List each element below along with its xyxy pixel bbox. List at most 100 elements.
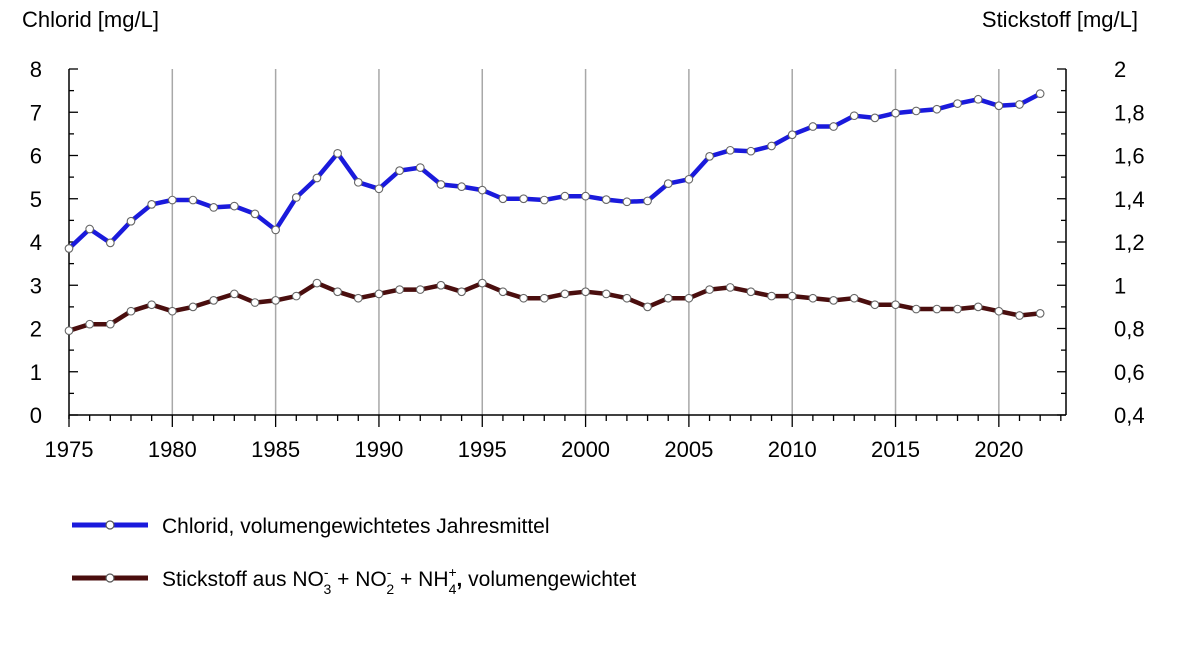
legend-text-comma: ,: [456, 568, 462, 591]
legend-sup-3: +: [448, 564, 456, 580]
legend-text-mid1: + NO: [331, 568, 386, 591]
series-0-point-2013: [849, 111, 859, 121]
legend-sup-1: -: [324, 564, 329, 580]
series-1-point-1982: [209, 296, 218, 305]
series-1-point-1976: [85, 319, 95, 329]
series-1-point-2020: [994, 306, 1004, 316]
series-0-point-1975: [64, 244, 74, 253]
series-0-point-2006: [705, 152, 714, 161]
y-right-axis-title: Stickstoff [mg/L]: [982, 7, 1138, 32]
series-0-point-2011: [808, 122, 818, 131]
y-right-tick-label-5: 1,4: [1114, 187, 1145, 212]
series-0-point-1983: [229, 201, 239, 211]
legend-marker-chlorid: [105, 520, 115, 530]
y-left-tick-label-0: 0: [30, 403, 42, 428]
y-left-tick-label-6: 6: [30, 144, 42, 169]
series-0-point-2008: [746, 146, 756, 156]
series-1-point-2010: [787, 291, 797, 301]
series-1-point-1999: [560, 289, 570, 299]
series-1-point-1990: [374, 289, 384, 299]
series-1-point-1978: [126, 306, 136, 316]
legend-text-mid2: + NH: [394, 568, 448, 591]
series-1-point-2001: [601, 289, 611, 299]
legend-sub-3: 4: [449, 581, 457, 597]
y-left-tick-label-5: 5: [30, 187, 42, 212]
legend-marker-stickstoff: [105, 573, 115, 583]
series-1-point-2016: [911, 304, 921, 314]
series-0-point-1980: [167, 195, 177, 205]
x-tick-label-2020: 2020: [974, 437, 1023, 462]
series-0-point-2001: [601, 195, 611, 204]
series-1-point-2009: [767, 291, 776, 301]
series-0-point-2020: [994, 101, 1004, 111]
series-0-point-1982: [209, 203, 218, 212]
series-1-point-1985: [271, 296, 280, 305]
y-right-tick-label-3: 1: [1114, 273, 1126, 298]
series-0-point-1988: [333, 148, 342, 158]
series-1-point-2017: [932, 304, 942, 314]
series-1-point-1986: [291, 291, 301, 301]
series-0-point-2021: [1015, 100, 1024, 109]
series-1-point-2013: [849, 293, 859, 303]
legend-sub-1: 3: [324, 581, 332, 597]
y-right-tick-label-4: 1,2: [1114, 230, 1145, 255]
series-1-point-2005: [684, 293, 694, 303]
series-1-point-2000: [581, 287, 590, 297]
legend-sup-2: -: [387, 564, 392, 580]
series-1-point-1993: [436, 280, 446, 290]
y-right-tick-label-1: 0,6: [1114, 360, 1145, 385]
series-0-point-1976: [85, 224, 95, 234]
series-1-point-1989: [353, 293, 363, 303]
series-0-point-2007: [725, 145, 735, 155]
series-0-point-2000: [581, 191, 590, 201]
series-0-point-1998: [539, 195, 549, 205]
series-1-point-2004: [663, 293, 673, 303]
series-1-point-1996: [498, 287, 508, 297]
x-tick-label-2010: 2010: [768, 437, 817, 462]
series-0-point-2009: [767, 141, 776, 151]
y-left-tick-label-7: 7: [30, 100, 42, 125]
legend: Chlorid, volumengewichtetes Jahresmittel…: [72, 515, 636, 597]
series-0-point-1986: [291, 193, 301, 202]
series-1-point-1991: [395, 285, 404, 294]
y-left-tick-label-3: 3: [30, 273, 42, 298]
x-tick-label-1975: 1975: [45, 437, 94, 462]
series-0-point-1989: [353, 177, 363, 187]
series-1-point-2006: [705, 285, 714, 294]
series-1-point-1975: [64, 326, 74, 336]
series-1-point-1983: [229, 289, 239, 299]
x-tick-label-2000: 2000: [561, 437, 610, 462]
series-1-point-2003: [643, 302, 652, 312]
series-1-point-2012: [829, 296, 838, 305]
series-1-point-1994: [457, 287, 466, 297]
ticks: 1975 1980 1985 1990 1995 2000 2005 2010 2015 2020…: [30, 57, 1145, 462]
series-1-point-1997: [519, 293, 528, 303]
series-1-point-1992: [415, 285, 425, 294]
y-left-tick-label-8: 8: [30, 57, 42, 82]
series-0-point-1997: [519, 194, 528, 204]
series-0-point-1991: [395, 166, 404, 175]
series-0-point-1984: [250, 209, 260, 219]
y-left-axis-title: Chlorid [mg/L]: [22, 7, 159, 32]
series-layer: [64, 89, 1045, 336]
series-0-point-2014: [870, 113, 880, 123]
series-1-point-1979: [147, 300, 157, 310]
series-0-point-2010: [787, 130, 797, 140]
series-0-point-1992: [415, 163, 425, 172]
series-0-point-2019: [973, 94, 983, 104]
x-tick-label-2005: 2005: [664, 437, 713, 462]
series-1-point-1980: [167, 306, 177, 316]
x-tick-label-1980: 1980: [148, 437, 197, 462]
legend-text-prefix: Stickstoff aus NO: [162, 568, 324, 591]
series-1-point-1988: [333, 287, 342, 297]
series-1-point-1987: [312, 278, 322, 288]
x-tick-label-1985: 1985: [251, 437, 300, 462]
legend-label-stickstoff: Stickstoff aus NO-3 + NO-2 + NH+ 4, volum…: [162, 564, 636, 597]
series-0-point-1996: [498, 194, 508, 204]
series-0-point-2004: [663, 179, 673, 188]
series-0-point-2018: [953, 99, 962, 108]
series-0-point-1985: [271, 225, 280, 235]
series-1-point-2019: [973, 302, 983, 312]
legend-label-chlorid: Chlorid, volumengewichtetes Jahresmittel: [162, 515, 550, 538]
